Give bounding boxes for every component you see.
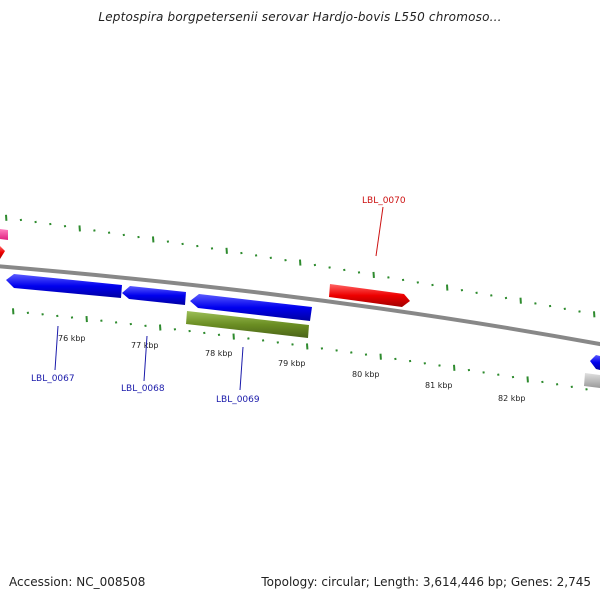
gene-arrow-lbl-0069[interactable]: [190, 294, 312, 321]
gene-label-lbl-0069[interactable]: LBL_0069: [216, 395, 260, 405]
label-leader-lbl-0067: [54, 325, 59, 371]
upper-tick-ring: [5, 214, 596, 318]
partial-feature-red[interactable]: [0, 246, 5, 259]
partial-feature-blue[interactable]: [590, 355, 600, 370]
tick-label: 76 kbp: [58, 334, 86, 343]
partial-feature-gray[interactable]: [584, 373, 600, 388]
label-leader-lbl-0068: [143, 335, 148, 382]
label-leader-lbl-0069: [239, 346, 244, 391]
tick-label: 79 kbp: [278, 359, 306, 368]
gene-label-lbl-0068[interactable]: LBL_0068: [121, 384, 165, 394]
tick-label: 77 kbp: [131, 341, 159, 350]
gene-arrow-lbl-0070[interactable]: [329, 284, 410, 307]
map-title: Leptospira borgpetersenii serovar Hardjo…: [98, 10, 502, 24]
lower-tick-ring: [12, 308, 588, 391]
gene-label-lbl-0070[interactable]: LBL_0070: [362, 196, 406, 206]
accession-text: Accession: NC_008508: [9, 575, 146, 589]
genome-backbone: [0, 264, 600, 347]
genome-summary-text: Topology: circular; Length: 3,614,446 bp…: [261, 575, 591, 589]
label-leader-lbl-0070: [375, 206, 384, 257]
gene-arrow-lbl-0068[interactable]: [122, 286, 186, 305]
tick-label: 80 kbp: [352, 370, 380, 379]
partial-feature-pink[interactable]: [0, 229, 8, 240]
rna-feature[interactable]: [186, 311, 309, 338]
tick-label: 78 kbp: [205, 349, 233, 358]
gene-label-lbl-0067[interactable]: LBL_0067: [31, 374, 75, 384]
tick-label: 82 kbp: [498, 394, 526, 403]
gene-arrow-lbl-0067[interactable]: [6, 274, 122, 298]
tick-label: 81 kbp: [425, 381, 453, 390]
